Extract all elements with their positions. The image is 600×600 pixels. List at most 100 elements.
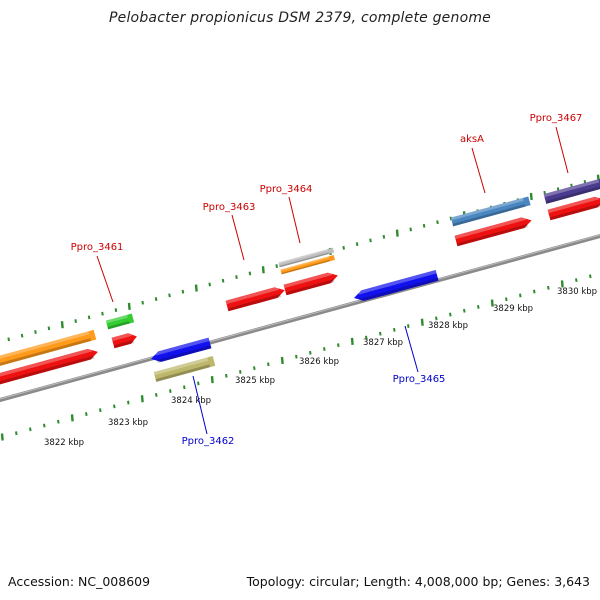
inner-tick-mark	[169, 389, 172, 394]
inner-tick-mark	[267, 362, 270, 367]
inner-tick-mark	[449, 312, 452, 317]
inner-tick-mark	[140, 395, 144, 403]
inner-tick-mark	[210, 376, 214, 384]
scale-label: 3826 kbp	[299, 357, 339, 367]
gene-feature	[105, 313, 135, 330]
inner-tick-mark	[477, 304, 480, 309]
gene-label-leader	[192, 375, 208, 435]
inner-tick-mark	[239, 370, 242, 374]
outer-tick-mark	[7, 337, 10, 342]
outer-tick-mark	[168, 293, 171, 298]
cds-feature	[354, 269, 439, 302]
outer-tick-mark	[422, 223, 426, 228]
cds-feature	[225, 286, 285, 312]
outer-tick-mark	[141, 300, 144, 305]
genome-backbone-highlight	[0, 234, 600, 400]
gene-label-leader	[471, 147, 486, 194]
inner-tick-mark	[127, 400, 130, 405]
inner-tick-mark	[490, 299, 494, 307]
inner-tick-mark	[197, 381, 200, 386]
gene-label: Ppro_3465	[393, 374, 446, 385]
inner-tick-mark	[323, 347, 326, 351]
gene-feature	[153, 356, 216, 382]
cds-feature	[283, 271, 338, 296]
inner-tick-mark	[85, 412, 88, 416]
outer-tick-mark	[74, 319, 77, 323]
inner-tick-mark	[420, 318, 424, 326]
cds-feature	[547, 195, 600, 221]
outer-tick-mark	[208, 282, 211, 287]
gene-label-leader	[96, 255, 114, 303]
gene-label: Ppro_3467	[530, 113, 583, 124]
outer-tick-mark	[47, 326, 51, 331]
inner-tick-mark	[0, 433, 4, 441]
inner-tick-mark	[309, 350, 312, 355]
outer-tick-mark	[101, 311, 104, 316]
outer-tick-mark	[127, 302, 131, 310]
cds-feature	[111, 332, 137, 349]
scale-label: 3828 kbp	[428, 321, 468, 331]
genome-summary-text: Topology: circular; Length: 4,008,000 bp…	[246, 574, 590, 589]
inner-tick-mark	[533, 289, 536, 294]
gene-label-leader	[404, 325, 419, 373]
accession-text: Accession: NC_008609	[8, 574, 151, 589]
outer-tick-mark	[154, 297, 158, 301]
gene-label-leader	[288, 196, 301, 244]
outer-tick-mark	[194, 284, 198, 292]
cds-feature	[151, 337, 212, 363]
inner-tick-mark	[350, 337, 354, 345]
outer-tick-mark	[181, 289, 185, 294]
inner-tick-mark	[589, 274, 592, 279]
inner-tick-mark	[43, 423, 46, 428]
outer-tick-mark	[436, 220, 439, 225]
outer-tick-mark	[449, 216, 453, 221]
outer-tick-mark	[355, 242, 359, 247]
inner-tick-mark	[379, 331, 382, 336]
inner-tick-mark	[547, 285, 550, 290]
outer-tick-mark	[382, 234, 386, 239]
inner-tick-mark	[435, 316, 438, 321]
inner-tick-mark	[575, 278, 578, 283]
inner-tick-mark	[393, 327, 396, 332]
inner-tick-mark	[183, 385, 186, 390]
scale-label: 3823 kbp	[108, 418, 148, 428]
scale-label: 3822 kbp	[44, 438, 84, 448]
cds-feature	[454, 216, 532, 247]
gene-label: Ppro_3463	[203, 202, 256, 213]
scale-label: 3829 kbp	[493, 304, 533, 314]
outer-tick-mark	[342, 245, 345, 250]
scale-label: 3830 kbp	[557, 287, 597, 297]
inner-tick-mark	[295, 354, 298, 359]
gene-label-leader	[231, 214, 245, 261]
map-title: Pelobacter propionicus DSM 2379, complet…	[109, 10, 491, 26]
inner-tick-mark	[253, 366, 256, 371]
outer-tick-mark	[60, 321, 64, 329]
outer-tick-mark	[87, 315, 91, 320]
outer-tick-mark	[20, 333, 24, 338]
scale-label: 3824 kbp	[171, 396, 211, 406]
genome-backbone	[0, 233, 600, 403]
gene-label: aksA	[460, 134, 484, 145]
scale-label: 3825 kbp	[235, 376, 275, 386]
inner-tick-mark	[57, 419, 60, 424]
outer-tick-mark	[221, 278, 225, 283]
gene-feature	[543, 177, 600, 204]
gene-feature	[278, 247, 335, 268]
inner-tick-mark	[225, 373, 228, 378]
outer-tick-mark	[275, 264, 278, 269]
inner-tick-mark	[29, 427, 32, 432]
inner-tick-mark	[463, 308, 466, 313]
outer-tick-mark	[114, 308, 118, 312]
outer-tick-mark	[248, 271, 252, 276]
inner-tick-mark	[155, 392, 158, 397]
gene-feature	[280, 255, 336, 275]
inner-tick-mark	[15, 431, 18, 436]
inner-tick-mark	[519, 293, 522, 298]
gene-feature	[0, 329, 97, 367]
outer-tick-mark	[395, 229, 399, 237]
inner-tick-mark	[337, 343, 340, 348]
gene-label: Ppro_3461	[71, 242, 124, 253]
outer-tick-mark	[529, 192, 533, 201]
inner-tick-mark	[407, 324, 410, 328]
